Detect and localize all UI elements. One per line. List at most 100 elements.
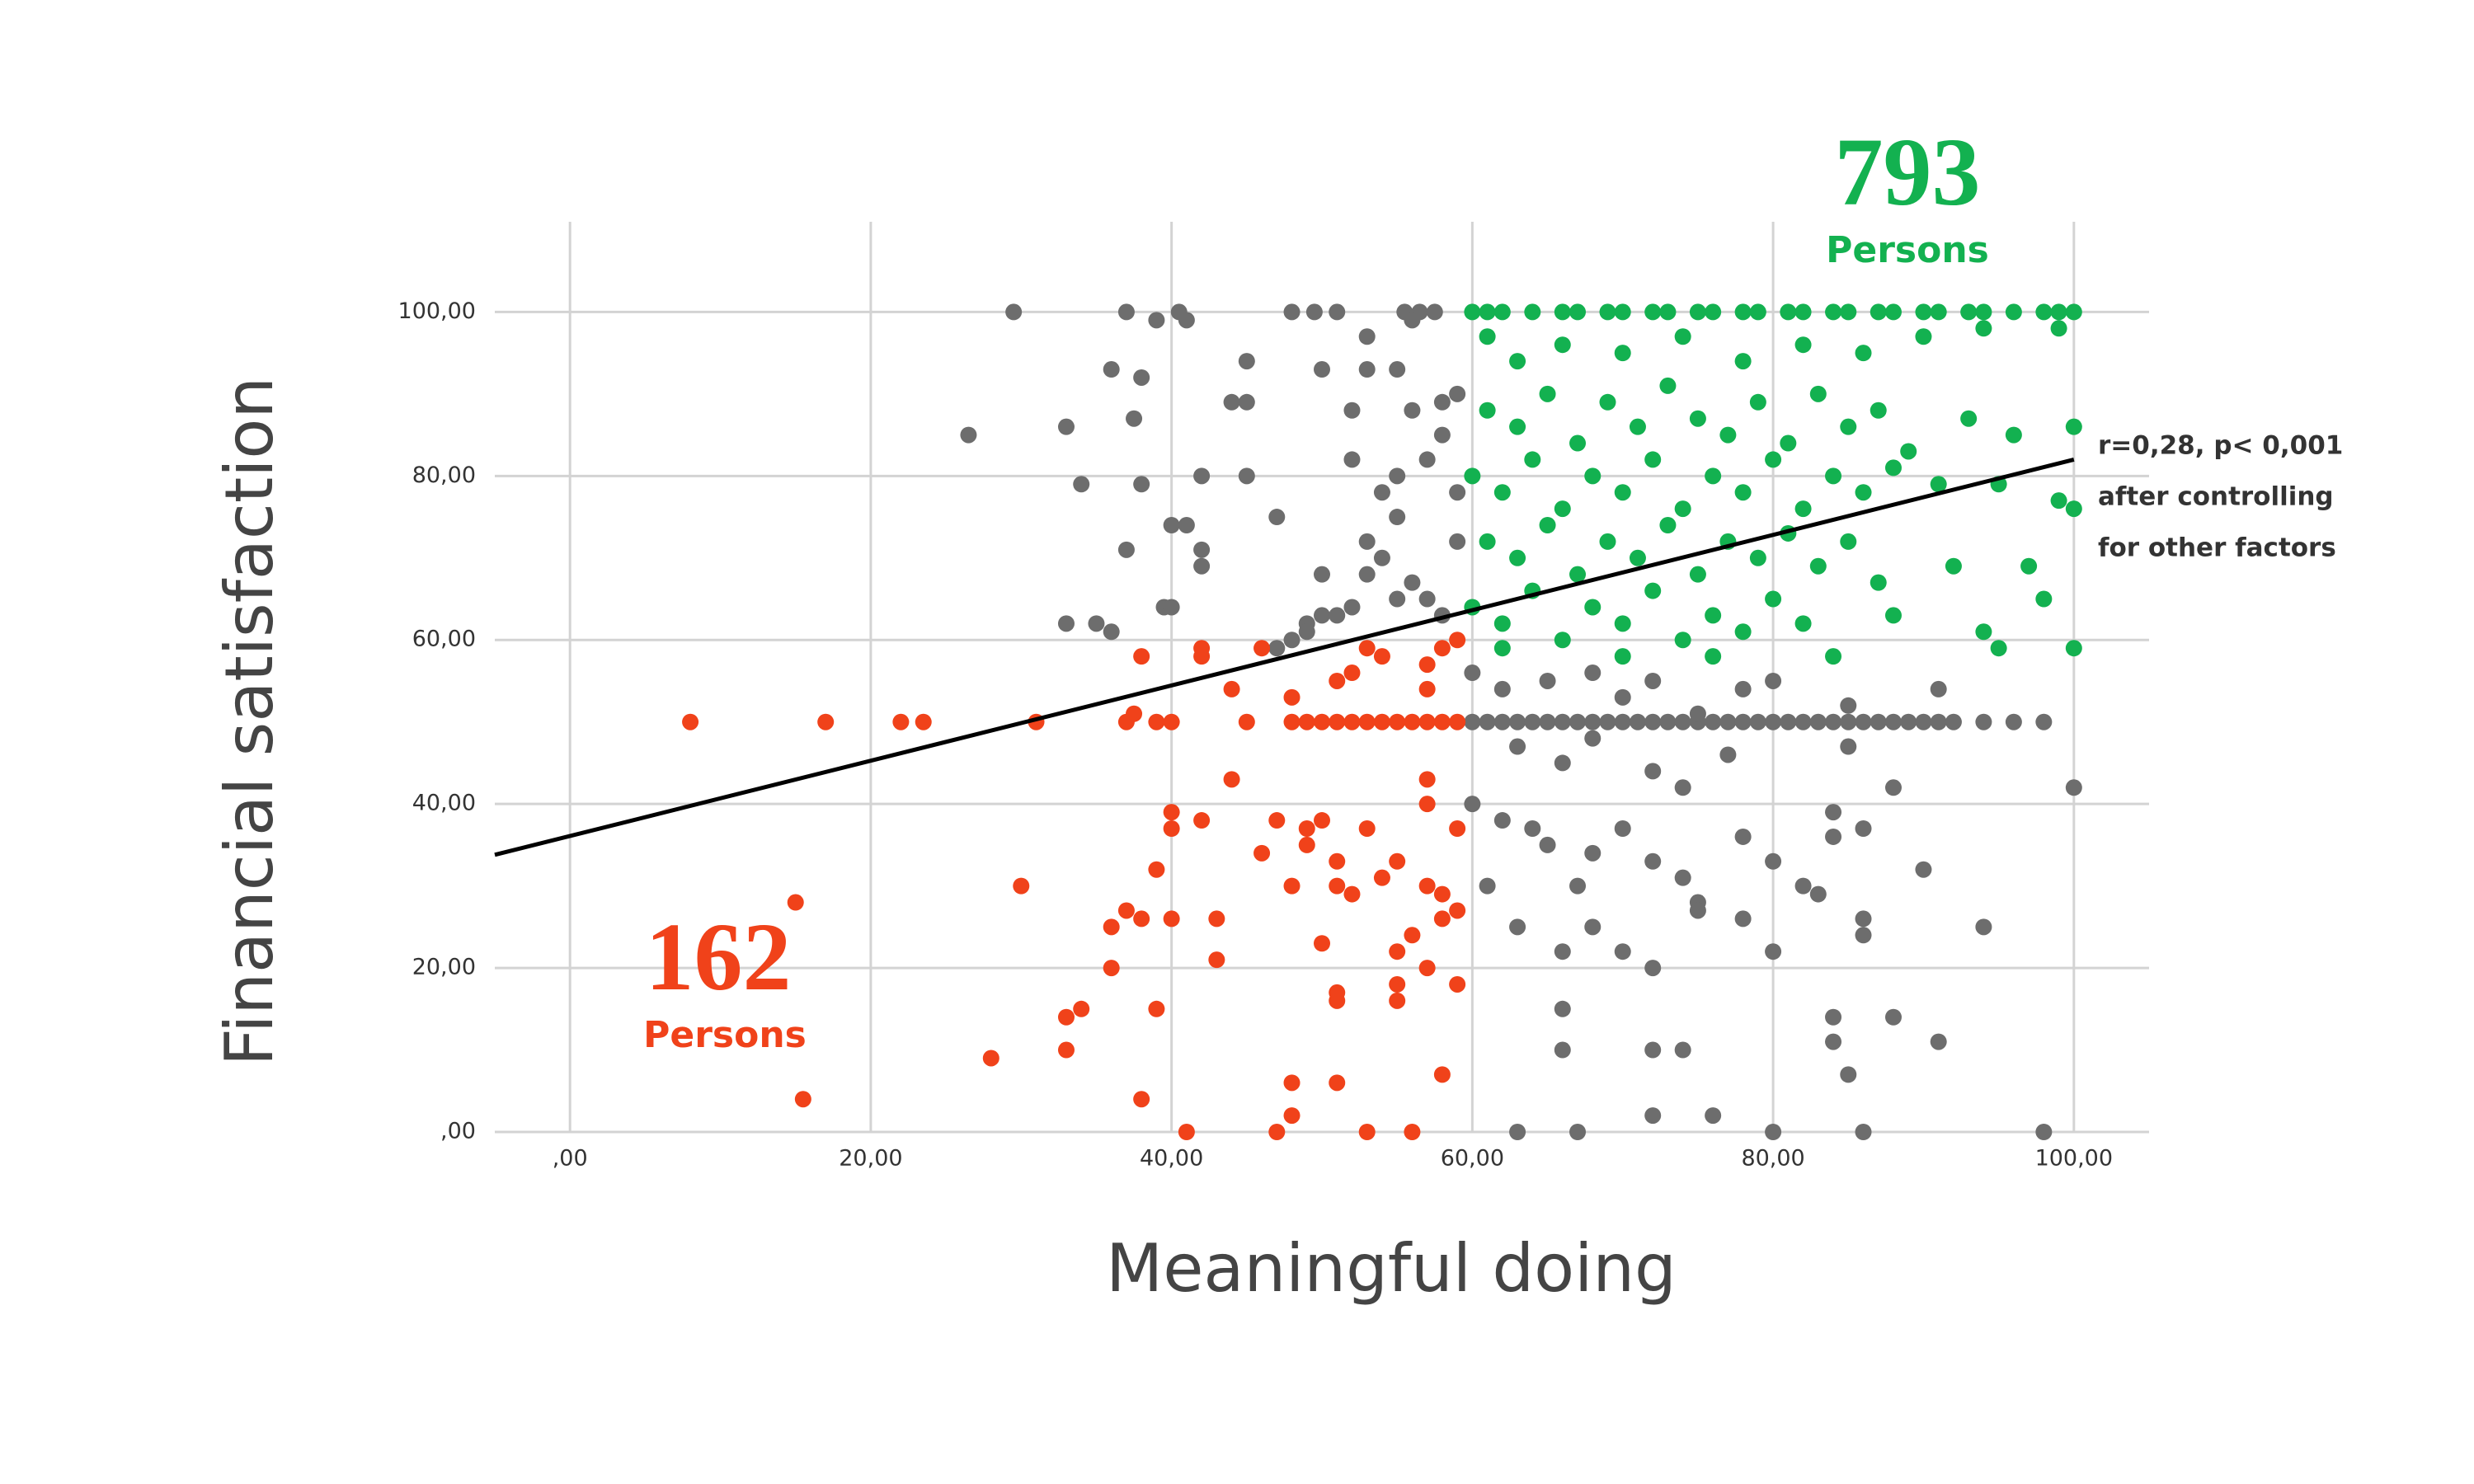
- data-point: [1358, 640, 1376, 657]
- data-point: [1373, 484, 1390, 501]
- data-point: [1719, 746, 1737, 763]
- data-point: [1148, 713, 1165, 730]
- data-point: [1449, 385, 1466, 402]
- data-point: [1253, 640, 1271, 657]
- data-point: [817, 713, 835, 730]
- data-point: [1825, 713, 1842, 730]
- data-point: [1433, 910, 1451, 928]
- data-point: [1794, 615, 1812, 632]
- data-point: [1449, 902, 1466, 919]
- data-point: [1734, 623, 1752, 641]
- data-point: [1569, 303, 1587, 321]
- data-point: [1133, 476, 1150, 493]
- data-point: [1855, 1124, 1872, 1140]
- data-point: [1524, 820, 1541, 837]
- data-point: [1329, 607, 1346, 624]
- data-point: [1554, 336, 1571, 354]
- data-point: [1073, 1000, 1090, 1017]
- data-point: [1554, 303, 1571, 321]
- data-point: [1298, 820, 1315, 837]
- data-point: [1057, 418, 1075, 435]
- data-point: [892, 713, 910, 730]
- data-point: [1930, 476, 1947, 493]
- data-point: [960, 426, 977, 444]
- data-point: [1554, 500, 1571, 518]
- data-point: [1975, 623, 1992, 641]
- data-point: [1975, 918, 1992, 936]
- data-point: [1314, 713, 1330, 730]
- data-point: [1524, 303, 1541, 321]
- data-point: [1418, 771, 1436, 788]
- data-point: [1855, 713, 1872, 730]
- data-point: [1749, 713, 1766, 730]
- red-count: 162: [646, 903, 792, 1011]
- data-point: [1855, 484, 1872, 501]
- data-point: [1705, 648, 1722, 665]
- data-point: [1870, 303, 1887, 321]
- data-point: [1433, 713, 1451, 730]
- data-point: [1705, 607, 1722, 624]
- data-point: [1373, 713, 1390, 730]
- data-point: [1614, 820, 1631, 837]
- data-point: [1283, 632, 1300, 649]
- data-point: [1283, 1107, 1300, 1125]
- x-axis-label: Meaningful doing: [1106, 1230, 1677, 1307]
- data-point: [1539, 385, 1556, 402]
- data-point: [1389, 509, 1406, 526]
- data-point: [1389, 713, 1406, 730]
- data-point: [1464, 467, 1481, 485]
- data-point: [1554, 632, 1571, 649]
- data-point: [1809, 385, 1827, 402]
- data-point: [1373, 648, 1390, 665]
- data-point: [1765, 713, 1782, 730]
- data-point: [1554, 943, 1571, 960]
- data-point: [1659, 303, 1677, 321]
- data-point: [1479, 328, 1496, 345]
- y-axis-label: Financial satisfaction: [211, 377, 288, 1066]
- data-point: [2035, 713, 2053, 730]
- data-point: [1193, 557, 1211, 575]
- data-point: [1005, 303, 1023, 321]
- data-point: [1148, 1000, 1165, 1017]
- data-point: [1133, 1091, 1150, 1108]
- data-point: [1765, 672, 1782, 689]
- data-point: [1449, 632, 1466, 649]
- data-point: [1644, 1041, 1662, 1059]
- data-point: [1960, 303, 1978, 321]
- data-point: [1133, 648, 1150, 665]
- data-point: [982, 1050, 999, 1067]
- data-point: [1705, 467, 1722, 485]
- data-point: [1930, 1033, 1947, 1050]
- data-point: [1825, 648, 1842, 665]
- data-point: [1238, 713, 1255, 730]
- data-point: [1509, 549, 1526, 566]
- data-point: [1584, 467, 1602, 485]
- data-point: [1208, 910, 1225, 928]
- marks: [494, 303, 2082, 1140]
- x-tick-label: 80,00: [1741, 1146, 1804, 1172]
- data-point: [1780, 434, 1797, 452]
- data-point: [2065, 779, 2082, 796]
- data-point: [1329, 672, 1346, 689]
- data-point: [1554, 1000, 1571, 1017]
- grid: ,00 20,00 40,00 60,00 80,00 100,00 ,00 20,00 40,…: [398, 222, 2149, 1172]
- data-point: [1103, 623, 1120, 641]
- data-point: [1765, 590, 1782, 608]
- data-point: [1493, 615, 1511, 632]
- data-point: [1719, 426, 1737, 444]
- data-point: [2065, 418, 2082, 435]
- data-point: [1975, 320, 1992, 337]
- data-point: [1629, 418, 1646, 435]
- data-point: [1734, 910, 1752, 928]
- data-point: [1629, 549, 1646, 566]
- data-point: [1825, 1033, 1842, 1050]
- data-point: [1884, 713, 1902, 730]
- data-point: [1343, 402, 1361, 419]
- data-point: [1283, 303, 1300, 321]
- data-point: [1193, 467, 1211, 485]
- data-point: [1329, 713, 1346, 730]
- data-point: [2035, 590, 2053, 608]
- data-point: [1343, 885, 1361, 903]
- green-label: Persons: [1826, 229, 1989, 271]
- data-point: [1840, 418, 1857, 435]
